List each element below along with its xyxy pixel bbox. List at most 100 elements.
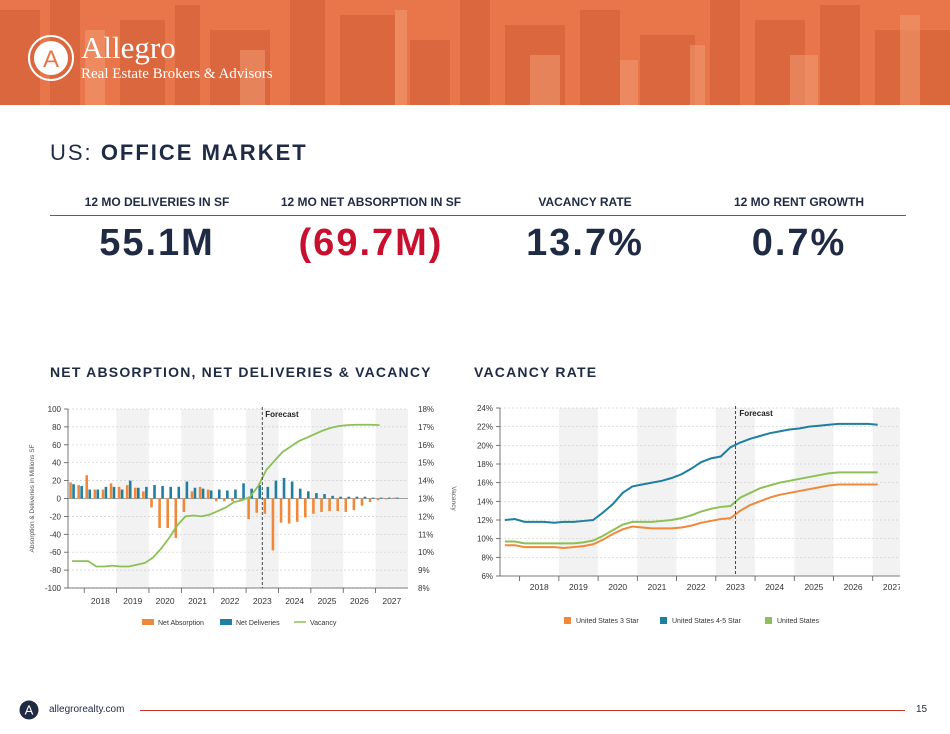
net-deliveries-bar xyxy=(347,496,351,499)
vacancy-line xyxy=(72,423,380,568)
net-deliveries-bar xyxy=(153,485,156,499)
net-absorption-bar xyxy=(214,498,218,502)
x-tick-label: 2026 xyxy=(350,596,369,606)
forecast-label: Forecast xyxy=(739,409,773,418)
net-absorption-bar xyxy=(101,489,105,499)
y-tick-label: 80 xyxy=(52,423,61,432)
net-absorption-bar xyxy=(190,491,194,499)
net-deliveries-bar xyxy=(88,489,92,499)
section-title-absorption: NET ABSORPTION, NET DELIVERIES & VACANCY xyxy=(50,364,432,380)
net-absorption-bar xyxy=(255,498,259,513)
legend-label: Net Absorption xyxy=(158,620,204,627)
vacancy-series-line xyxy=(504,471,878,545)
vacancy-series-line xyxy=(504,422,878,524)
y2-tick-label: 13% xyxy=(418,495,434,504)
x-tick-label: 2022 xyxy=(687,582,706,592)
y2-axis-title: Vacancy xyxy=(450,486,457,511)
legend-label: Net Deliveries xyxy=(236,620,280,627)
net-deliveries-bar xyxy=(201,488,205,499)
net-deliveries-bar xyxy=(96,489,100,499)
y-tick-label: -80 xyxy=(49,566,61,575)
net-absorption-bar xyxy=(231,498,234,502)
y-tick-label: 16% xyxy=(477,479,493,488)
y-tick-label: 60 xyxy=(52,441,61,450)
net-absorption-bar xyxy=(198,486,202,499)
kpi-label: 12 MO RENT GROWTH xyxy=(692,195,906,216)
net-absorption-bar xyxy=(295,498,299,522)
y2-tick-label: 10% xyxy=(418,548,434,557)
net-absorption-bar xyxy=(312,498,315,514)
net-absorption-bar xyxy=(352,498,356,511)
net-deliveries-bar xyxy=(193,487,197,499)
net-deliveries-bar xyxy=(396,497,399,499)
net-deliveries-bar xyxy=(234,489,237,499)
x-tick-label: 2024 xyxy=(765,582,784,592)
net-absorption-bar xyxy=(125,485,129,499)
legend-label: Vacancy xyxy=(310,620,337,627)
kpi-net-absorption: 12 MO NET ABSORPTION IN SF (69.7M) xyxy=(264,195,478,265)
kpi-label: 12 MO DELIVERIES IN SF xyxy=(50,195,264,216)
x-tick-label: 2026 xyxy=(844,582,863,592)
footer-url[interactable]: allegrorealty.com xyxy=(49,704,125,715)
net-deliveries-bar xyxy=(315,493,318,499)
kpi-vacancy-rate: VACANCY RATE 13.7% xyxy=(478,195,692,265)
svg-text:A: A xyxy=(25,703,34,718)
absorption-deliveries-vacancy-chart: 100 80 60 40 20 0 -20 -40 -60 -80 -100 18% 17% 16% 15%… xyxy=(29,405,457,627)
net-absorption-bar xyxy=(158,498,161,529)
brand-name: Allegro xyxy=(81,30,176,65)
net-deliveries-bar xyxy=(282,477,286,499)
forecast-label: Forecast xyxy=(265,410,299,419)
brand-logo: A Allegro Real Estate Brokers & Advisors xyxy=(27,30,273,83)
net-absorption-bar xyxy=(247,498,250,520)
net-deliveries-bar xyxy=(209,490,213,499)
y-tick-label: 20% xyxy=(477,441,493,450)
net-absorption-bar xyxy=(360,498,364,506)
y-tick-label: 18% xyxy=(477,460,493,469)
net-deliveries-bar xyxy=(379,497,383,499)
net-deliveries-bar xyxy=(104,486,108,499)
net-deliveries-bar xyxy=(169,486,172,499)
y-tick-label: 14% xyxy=(477,497,493,506)
brand-tagline: Real Estate Brokers & Advisors xyxy=(81,66,273,82)
legend-label: United States 4-5 Star xyxy=(672,618,742,625)
net-deliveries-bar xyxy=(387,497,391,499)
x-tick-label: 2021 xyxy=(647,582,666,592)
y2-tick-label: 9% xyxy=(418,566,430,575)
y2-tick-label: 15% xyxy=(418,459,434,468)
net-deliveries-bar xyxy=(137,487,140,499)
x-tick-label: 2021 xyxy=(188,596,207,606)
net-deliveries-bar xyxy=(363,496,367,499)
net-absorption-bar xyxy=(263,498,267,514)
legend-swatch xyxy=(220,619,232,625)
net-deliveries-bar xyxy=(258,485,262,499)
net-deliveries-bar xyxy=(290,481,294,499)
net-absorption-bar xyxy=(384,498,388,500)
net-absorption-bar xyxy=(328,498,331,512)
net-absorption-bar xyxy=(223,498,226,502)
kpi-label: 12 MO NET ABSORPTION IN SF xyxy=(264,195,478,216)
net-deliveries-bar xyxy=(307,491,310,499)
legend-swatch xyxy=(660,617,667,624)
net-deliveries-bar xyxy=(120,489,124,499)
page-title-prefix: US: xyxy=(50,140,93,165)
y-tick-label: -40 xyxy=(49,530,61,539)
legend-swatch xyxy=(564,617,571,624)
y-tick-label: 40 xyxy=(52,459,61,468)
x-tick-label: 2025 xyxy=(318,596,337,606)
net-deliveries-bar xyxy=(371,497,375,499)
y2-tick-label: 16% xyxy=(418,441,434,450)
y-tick-label: -100 xyxy=(45,584,62,593)
y2-tick-label: 12% xyxy=(418,512,434,521)
y2-tick-label: 18% xyxy=(418,405,434,414)
y-tick-label: 8% xyxy=(481,553,493,562)
x-tick-label: 2022 xyxy=(220,596,239,606)
net-deliveries-bar xyxy=(323,494,326,499)
y-tick-label: 12% xyxy=(477,516,493,525)
y-tick-label: 22% xyxy=(477,423,493,432)
year-band xyxy=(794,408,834,576)
y-tick-label: 24% xyxy=(477,404,493,413)
net-absorption-bar xyxy=(368,498,372,503)
kpi-value: (69.7M) xyxy=(298,222,444,264)
net-absorption-bar xyxy=(182,498,186,512)
kpi-value: 55.1M xyxy=(99,222,215,264)
